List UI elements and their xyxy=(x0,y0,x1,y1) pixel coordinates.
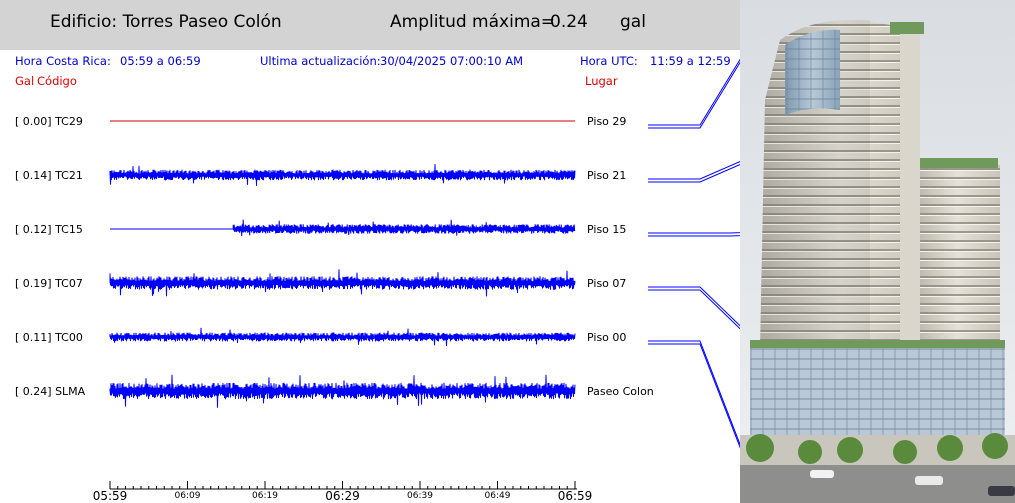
building-title: Edificio: Torres Paseo Colón xyxy=(50,12,282,32)
leader-line-tc07 xyxy=(648,286,740,327)
trace-label-slma: [ 0.24] SLMA xyxy=(15,385,86,398)
last-update-value: 30/04/2025 07:00:10 AM xyxy=(380,54,524,68)
max-amplitude-value: 0.24 xyxy=(550,12,588,32)
trace-label-tc15: [ 0.12] TC15 xyxy=(15,223,83,236)
trace-slma xyxy=(109,374,576,408)
leader-line-tc00 xyxy=(648,340,740,446)
time-tick-label: 06:19 xyxy=(252,491,278,501)
utc-time-range: 11:59 a 12:59 xyxy=(650,54,731,68)
trace-location-slma: Paseo Colon xyxy=(587,385,654,398)
max-amplitude-label: Amplitud máxima= xyxy=(390,12,556,32)
leader-line-tc15 xyxy=(648,235,740,237)
leader-line-tc21 xyxy=(648,160,740,180)
time-tick-label: 06:09 xyxy=(175,491,201,501)
leader-line-tc00 xyxy=(648,343,740,449)
gal-column-header: Gal xyxy=(15,74,35,88)
trace-location-tc07: Piso 07 xyxy=(587,277,626,290)
trace-tc07 xyxy=(109,269,576,297)
trace-label-tc21: [ 0.14] TC21 xyxy=(15,169,83,182)
time-tick-label: 06:59 xyxy=(558,489,593,503)
trace-location-tc15: Piso 15 xyxy=(587,223,626,236)
time-tick-label: 06:49 xyxy=(485,491,511,501)
trace-label-tc00: [ 0.11] TC00 xyxy=(15,331,83,344)
code-column-header: Código xyxy=(37,74,77,88)
local-time-label: Hora Costa Rica: xyxy=(15,54,111,68)
trace-label-tc29: [ 0.00] TC29 xyxy=(15,115,83,128)
time-tick-label: 06:39 xyxy=(407,491,433,501)
trace-location-tc29: Piso 29 xyxy=(587,115,626,128)
trace-location-tc21: Piso 21 xyxy=(587,169,626,182)
local-time-range: 05:59 a 06:59 xyxy=(120,54,201,68)
time-tick-label: 06:29 xyxy=(325,489,360,503)
leader-line-tc15 xyxy=(648,232,740,234)
utc-time-label: Hora UTC: xyxy=(580,54,638,68)
time-tick-label: 05:59 xyxy=(93,489,128,503)
trace-tc15 xyxy=(110,219,576,237)
building-photo xyxy=(740,0,1015,503)
leader-line-tc07 xyxy=(648,289,740,330)
seismogram-chart: [ 0.00] TC29 Piso 29 [ 0.14] TC21 Piso 21 [ … xyxy=(15,58,740,503)
leader-line-tc29 xyxy=(648,61,740,129)
trace-tc00 xyxy=(109,327,576,347)
last-update-label: Ultima actualización: xyxy=(260,54,381,68)
header-bar: Edificio: Torres Paseo Colón Amplitud má… xyxy=(0,0,740,50)
trace-tc21 xyxy=(109,164,576,186)
trace-label-tc07: [ 0.19] TC07 xyxy=(15,277,83,290)
place-column-header: Lugar xyxy=(585,74,618,88)
leader-line-tc21 xyxy=(648,163,740,183)
trace-location-tc00: Piso 00 xyxy=(587,331,626,344)
max-amplitude-unit: gal xyxy=(620,12,646,32)
leader-line-tc29 xyxy=(648,58,740,126)
